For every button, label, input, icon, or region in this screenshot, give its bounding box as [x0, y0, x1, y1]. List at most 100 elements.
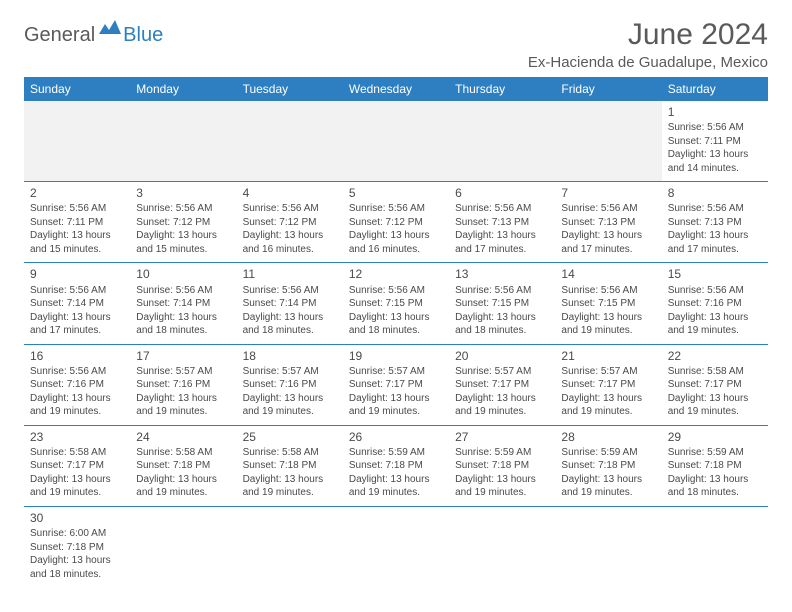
sunrise-text: Sunrise: 5:56 AM: [561, 202, 655, 216]
sunrise-text: Sunrise: 5:56 AM: [668, 202, 762, 216]
sunrise-text: Sunrise: 5:56 AM: [30, 284, 124, 298]
calendar-day-cell: 30Sunrise: 6:00 AMSunset: 7:18 PMDayligh…: [24, 506, 130, 587]
calendar-day-cell: 8Sunrise: 5:56 AMSunset: 7:13 PMDaylight…: [662, 182, 768, 263]
sunset-text: Sunset: 7:17 PM: [349, 378, 443, 392]
calendar-day-cell: 12Sunrise: 5:56 AMSunset: 7:15 PMDayligh…: [343, 263, 449, 344]
day-number: 22: [668, 348, 762, 364]
calendar-day-cell: 10Sunrise: 5:56 AMSunset: 7:14 PMDayligh…: [130, 263, 236, 344]
calendar-day-cell: 18Sunrise: 5:57 AMSunset: 7:16 PMDayligh…: [237, 344, 343, 425]
day-number: 4: [243, 185, 337, 201]
calendar-day-cell: 25Sunrise: 5:58 AMSunset: 7:18 PMDayligh…: [237, 425, 343, 506]
calendar-empty-cell: [237, 101, 343, 182]
calendar-body: 1Sunrise: 5:56 AMSunset: 7:11 PMDaylight…: [24, 101, 768, 587]
sunset-text: Sunset: 7:17 PM: [561, 378, 655, 392]
daylight-text: Daylight: 13 hours: [136, 311, 230, 325]
day-number: 28: [561, 429, 655, 445]
daylight-text: Daylight: 13 hours: [561, 473, 655, 487]
daylight-text: Daylight: 13 hours: [136, 392, 230, 406]
title-block: June 2024 Ex-Hacienda de Guadalupe, Mexi…: [528, 18, 768, 71]
daylight-text: and 15 minutes.: [136, 243, 230, 257]
sunset-text: Sunset: 7:14 PM: [243, 297, 337, 311]
calendar-day-cell: 19Sunrise: 5:57 AMSunset: 7:17 PMDayligh…: [343, 344, 449, 425]
daylight-text: Daylight: 13 hours: [668, 311, 762, 325]
calendar-table: SundayMondayTuesdayWednesdayThursdayFrid…: [24, 77, 768, 587]
calendar-day-cell: 23Sunrise: 5:58 AMSunset: 7:17 PMDayligh…: [24, 425, 130, 506]
daylight-text: and 19 minutes.: [561, 486, 655, 500]
daylight-text: and 19 minutes.: [349, 405, 443, 419]
daylight-text: Daylight: 13 hours: [349, 229, 443, 243]
day-number: 6: [455, 185, 549, 201]
daylight-text: Daylight: 13 hours: [668, 229, 762, 243]
day-number: 5: [349, 185, 443, 201]
calendar-week-row: 9Sunrise: 5:56 AMSunset: 7:14 PMDaylight…: [24, 263, 768, 344]
sunset-text: Sunset: 7:18 PM: [668, 459, 762, 473]
calendar-day-cell: 27Sunrise: 5:59 AMSunset: 7:18 PMDayligh…: [449, 425, 555, 506]
weekday-header: Thursday: [449, 77, 555, 101]
daylight-text: Daylight: 13 hours: [30, 554, 124, 568]
daylight-text: Daylight: 13 hours: [455, 392, 549, 406]
calendar-day-cell: 15Sunrise: 5:56 AMSunset: 7:16 PMDayligh…: [662, 263, 768, 344]
calendar-empty-cell: [24, 101, 130, 182]
day-number: 15: [668, 266, 762, 282]
day-number: 27: [455, 429, 549, 445]
sunset-text: Sunset: 7:17 PM: [668, 378, 762, 392]
sunrise-text: Sunrise: 5:57 AM: [455, 365, 549, 379]
weekday-header: Saturday: [662, 77, 768, 101]
sunset-text: Sunset: 7:13 PM: [668, 216, 762, 230]
sunset-text: Sunset: 7:18 PM: [349, 459, 443, 473]
sunset-text: Sunset: 7:13 PM: [455, 216, 549, 230]
calendar-day-cell: 9Sunrise: 5:56 AMSunset: 7:14 PMDaylight…: [24, 263, 130, 344]
sunrise-text: Sunrise: 5:56 AM: [455, 202, 549, 216]
day-number: 11: [243, 266, 337, 282]
daylight-text: and 19 minutes.: [561, 405, 655, 419]
daylight-text: and 19 minutes.: [349, 486, 443, 500]
daylight-text: and 19 minutes.: [30, 405, 124, 419]
calendar-day-cell: 7Sunrise: 5:56 AMSunset: 7:13 PMDaylight…: [555, 182, 661, 263]
sunset-text: Sunset: 7:11 PM: [668, 135, 762, 149]
day-number: 21: [561, 348, 655, 364]
daylight-text: Daylight: 13 hours: [136, 473, 230, 487]
calendar-week-row: 2Sunrise: 5:56 AMSunset: 7:11 PMDaylight…: [24, 182, 768, 263]
daylight-text: Daylight: 13 hours: [349, 311, 443, 325]
daylight-text: and 18 minutes.: [455, 324, 549, 338]
sunset-text: Sunset: 7:18 PM: [243, 459, 337, 473]
daylight-text: Daylight: 13 hours: [30, 229, 124, 243]
calendar-empty-cell: [237, 506, 343, 587]
day-number: 18: [243, 348, 337, 364]
sunrise-text: Sunrise: 5:56 AM: [136, 284, 230, 298]
daylight-text: Daylight: 13 hours: [349, 392, 443, 406]
sunset-text: Sunset: 7:12 PM: [243, 216, 337, 230]
daylight-text: Daylight: 13 hours: [455, 311, 549, 325]
daylight-text: and 19 minutes.: [668, 405, 762, 419]
sunrise-text: Sunrise: 5:56 AM: [349, 202, 443, 216]
calendar-empty-cell: [130, 101, 236, 182]
daylight-text: and 17 minutes.: [30, 324, 124, 338]
sunrise-text: Sunrise: 5:59 AM: [561, 446, 655, 460]
calendar-day-cell: 2Sunrise: 5:56 AMSunset: 7:11 PMDaylight…: [24, 182, 130, 263]
day-number: 13: [455, 266, 549, 282]
calendar-week-row: 1Sunrise: 5:56 AMSunset: 7:11 PMDaylight…: [24, 101, 768, 182]
daylight-text: and 19 minutes.: [136, 486, 230, 500]
sunset-text: Sunset: 7:12 PM: [136, 216, 230, 230]
sunrise-text: Sunrise: 5:56 AM: [243, 202, 337, 216]
sunrise-text: Sunrise: 5:56 AM: [561, 284, 655, 298]
sunrise-text: Sunrise: 5:59 AM: [455, 446, 549, 460]
daylight-text: Daylight: 13 hours: [455, 229, 549, 243]
sunrise-text: Sunrise: 5:56 AM: [30, 365, 124, 379]
calendar-page: General Blue June 2024 Ex-Hacienda de Gu…: [0, 0, 792, 605]
daylight-text: and 18 minutes.: [349, 324, 443, 338]
daylight-text: Daylight: 13 hours: [668, 392, 762, 406]
calendar-day-cell: 29Sunrise: 5:59 AMSunset: 7:18 PMDayligh…: [662, 425, 768, 506]
daylight-text: and 15 minutes.: [30, 243, 124, 257]
daylight-text: and 16 minutes.: [349, 243, 443, 257]
brand-part1: General: [24, 24, 95, 47]
daylight-text: Daylight: 13 hours: [668, 473, 762, 487]
daylight-text: and 19 minutes.: [136, 405, 230, 419]
calendar-empty-cell: [343, 506, 449, 587]
sunset-text: Sunset: 7:18 PM: [561, 459, 655, 473]
daylight-text: and 19 minutes.: [243, 486, 337, 500]
sunset-text: Sunset: 7:18 PM: [30, 541, 124, 555]
weekday-header: Monday: [130, 77, 236, 101]
sunset-text: Sunset: 7:15 PM: [455, 297, 549, 311]
page-header: General Blue June 2024 Ex-Hacienda de Gu…: [24, 18, 768, 71]
